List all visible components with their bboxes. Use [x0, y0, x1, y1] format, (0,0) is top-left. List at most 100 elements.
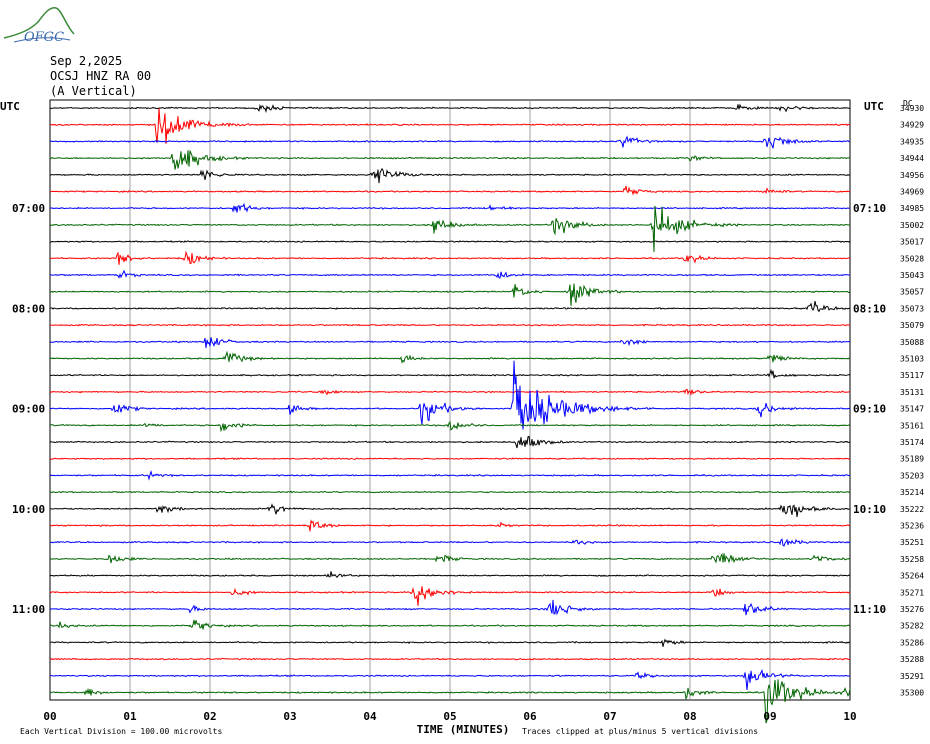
dc-label: 35251 — [900, 538, 924, 547]
trace-line — [49, 150, 851, 170]
trace-line — [49, 552, 851, 564]
trace-line — [49, 283, 851, 306]
left-time-label: 11:00 — [12, 603, 45, 616]
dc-label: 35282 — [900, 622, 924, 631]
x-tick-label: 08 — [683, 710, 696, 723]
dc-label: 35174 — [900, 438, 924, 447]
x-tick-label: 07 — [603, 710, 616, 723]
x-tick-label: 04 — [363, 710, 377, 723]
trace-line — [50, 202, 850, 213]
left-time-label: 09:00 — [12, 403, 45, 416]
labels: 34930 34929 34935 34944 34956 34969 34985 35002… — [0, 99, 924, 736]
dc-label: 35073 — [900, 304, 924, 313]
dc-header: DC — [903, 99, 913, 108]
dc-label: 34969 — [900, 188, 924, 197]
x-tick-label: 00 — [43, 710, 56, 723]
dc-label: 35236 — [900, 522, 924, 531]
trace-line — [49, 457, 851, 461]
ofgc-logo: OFGC — [3, 6, 75, 45]
footer-scale-note: Each Vertical Division = 100.00 microvol… — [20, 727, 222, 736]
trace-line — [49, 167, 851, 184]
dc-label: 35271 — [900, 588, 924, 597]
trace-line — [50, 135, 851, 149]
right-timezone-label: UTC — [864, 100, 884, 113]
left-time-label: 08:00 — [12, 302, 45, 315]
dc-label: 35300 — [900, 689, 924, 698]
x-tick-label: 05 — [443, 710, 456, 723]
dc-label: 34944 — [900, 154, 924, 163]
logo-swoosh — [3, 6, 75, 39]
x-tick-label: 06 — [523, 710, 537, 723]
trace-line — [49, 250, 851, 265]
trace-line — [49, 503, 850, 517]
dc-label: 35264 — [900, 572, 924, 581]
dc-label: 35131 — [900, 388, 924, 397]
dc-label: 35214 — [900, 488, 924, 497]
trace-line — [50, 240, 851, 244]
station-label: OCSJ HNZ RA 00 — [50, 69, 152, 83]
dc-label: 35161 — [900, 421, 924, 430]
dc-label: 35088 — [900, 338, 924, 347]
trace-line — [49, 350, 850, 364]
trace-line — [49, 368, 851, 379]
dc-label: 35028 — [900, 254, 924, 263]
dc-label: 35147 — [900, 405, 924, 414]
trace-line — [49, 657, 851, 661]
dc-label: 35291 — [900, 672, 924, 681]
component-label: (A Vertical) — [50, 84, 137, 98]
dc-label: 35057 — [900, 288, 924, 297]
footer-clip-note: Traces clipped at plus/minus 5 vertical … — [522, 727, 758, 736]
trace-line — [49, 571, 851, 579]
trace-line — [49, 360, 851, 430]
dc-label: 35117 — [900, 371, 924, 380]
dc-label: 34956 — [900, 171, 924, 180]
trace-line — [49, 538, 851, 547]
logo-swoosh-2 — [13, 37, 71, 43]
trace-line — [50, 638, 851, 647]
trace-line — [49, 205, 851, 253]
trace-line — [49, 420, 851, 433]
dc-label: 35079 — [900, 321, 924, 330]
trace-line — [49, 619, 851, 630]
dc-label: 35017 — [900, 238, 924, 247]
dc-label: 35258 — [900, 555, 924, 564]
trace-line — [49, 103, 851, 114]
right-time-label: 10:10 — [853, 503, 886, 516]
trace-line — [49, 679, 851, 724]
right-time-label: 09:10 — [853, 403, 886, 416]
dc-label: 35002 — [900, 221, 924, 230]
trace-line — [49, 185, 851, 196]
left-time-label: 10:00 — [12, 503, 45, 516]
grid — [49, 99, 851, 701]
trace-line — [49, 586, 851, 606]
dc-label: 35203 — [900, 471, 924, 480]
dc-label: 35276 — [900, 605, 924, 614]
logo-text: OFGC — [24, 30, 64, 45]
trace-line — [49, 668, 851, 690]
dc-label: 35189 — [900, 455, 924, 464]
dc-label: 35103 — [900, 355, 924, 364]
x-tick-label: 01 — [123, 710, 137, 723]
trace-line — [49, 490, 851, 494]
x-tick-label: 09 — [763, 710, 776, 723]
dc-label: 35286 — [900, 638, 924, 647]
x-tick-label: 02 — [203, 710, 216, 723]
dc-label: 34985 — [900, 204, 924, 213]
date-label: Sep 2,2025 — [50, 54, 123, 68]
trace-line — [49, 469, 850, 481]
trace-line — [49, 435, 851, 449]
x-tick-label: 03 — [283, 710, 296, 723]
dc-label: 34935 — [900, 137, 924, 146]
x-axis-label: TIME (MINUTES) — [417, 723, 510, 736]
left-time-label: 07:00 — [12, 202, 45, 215]
traces — [49, 103, 851, 724]
dc-label: 35288 — [900, 655, 924, 664]
trace-line — [49, 599, 851, 616]
trace-line — [49, 323, 851, 327]
left-timezone-label: UTC — [0, 100, 20, 113]
trace-line — [49, 107, 851, 144]
dc-label: 35043 — [900, 271, 924, 280]
trace-line — [49, 300, 851, 313]
right-time-label: 07:10 — [853, 202, 886, 215]
